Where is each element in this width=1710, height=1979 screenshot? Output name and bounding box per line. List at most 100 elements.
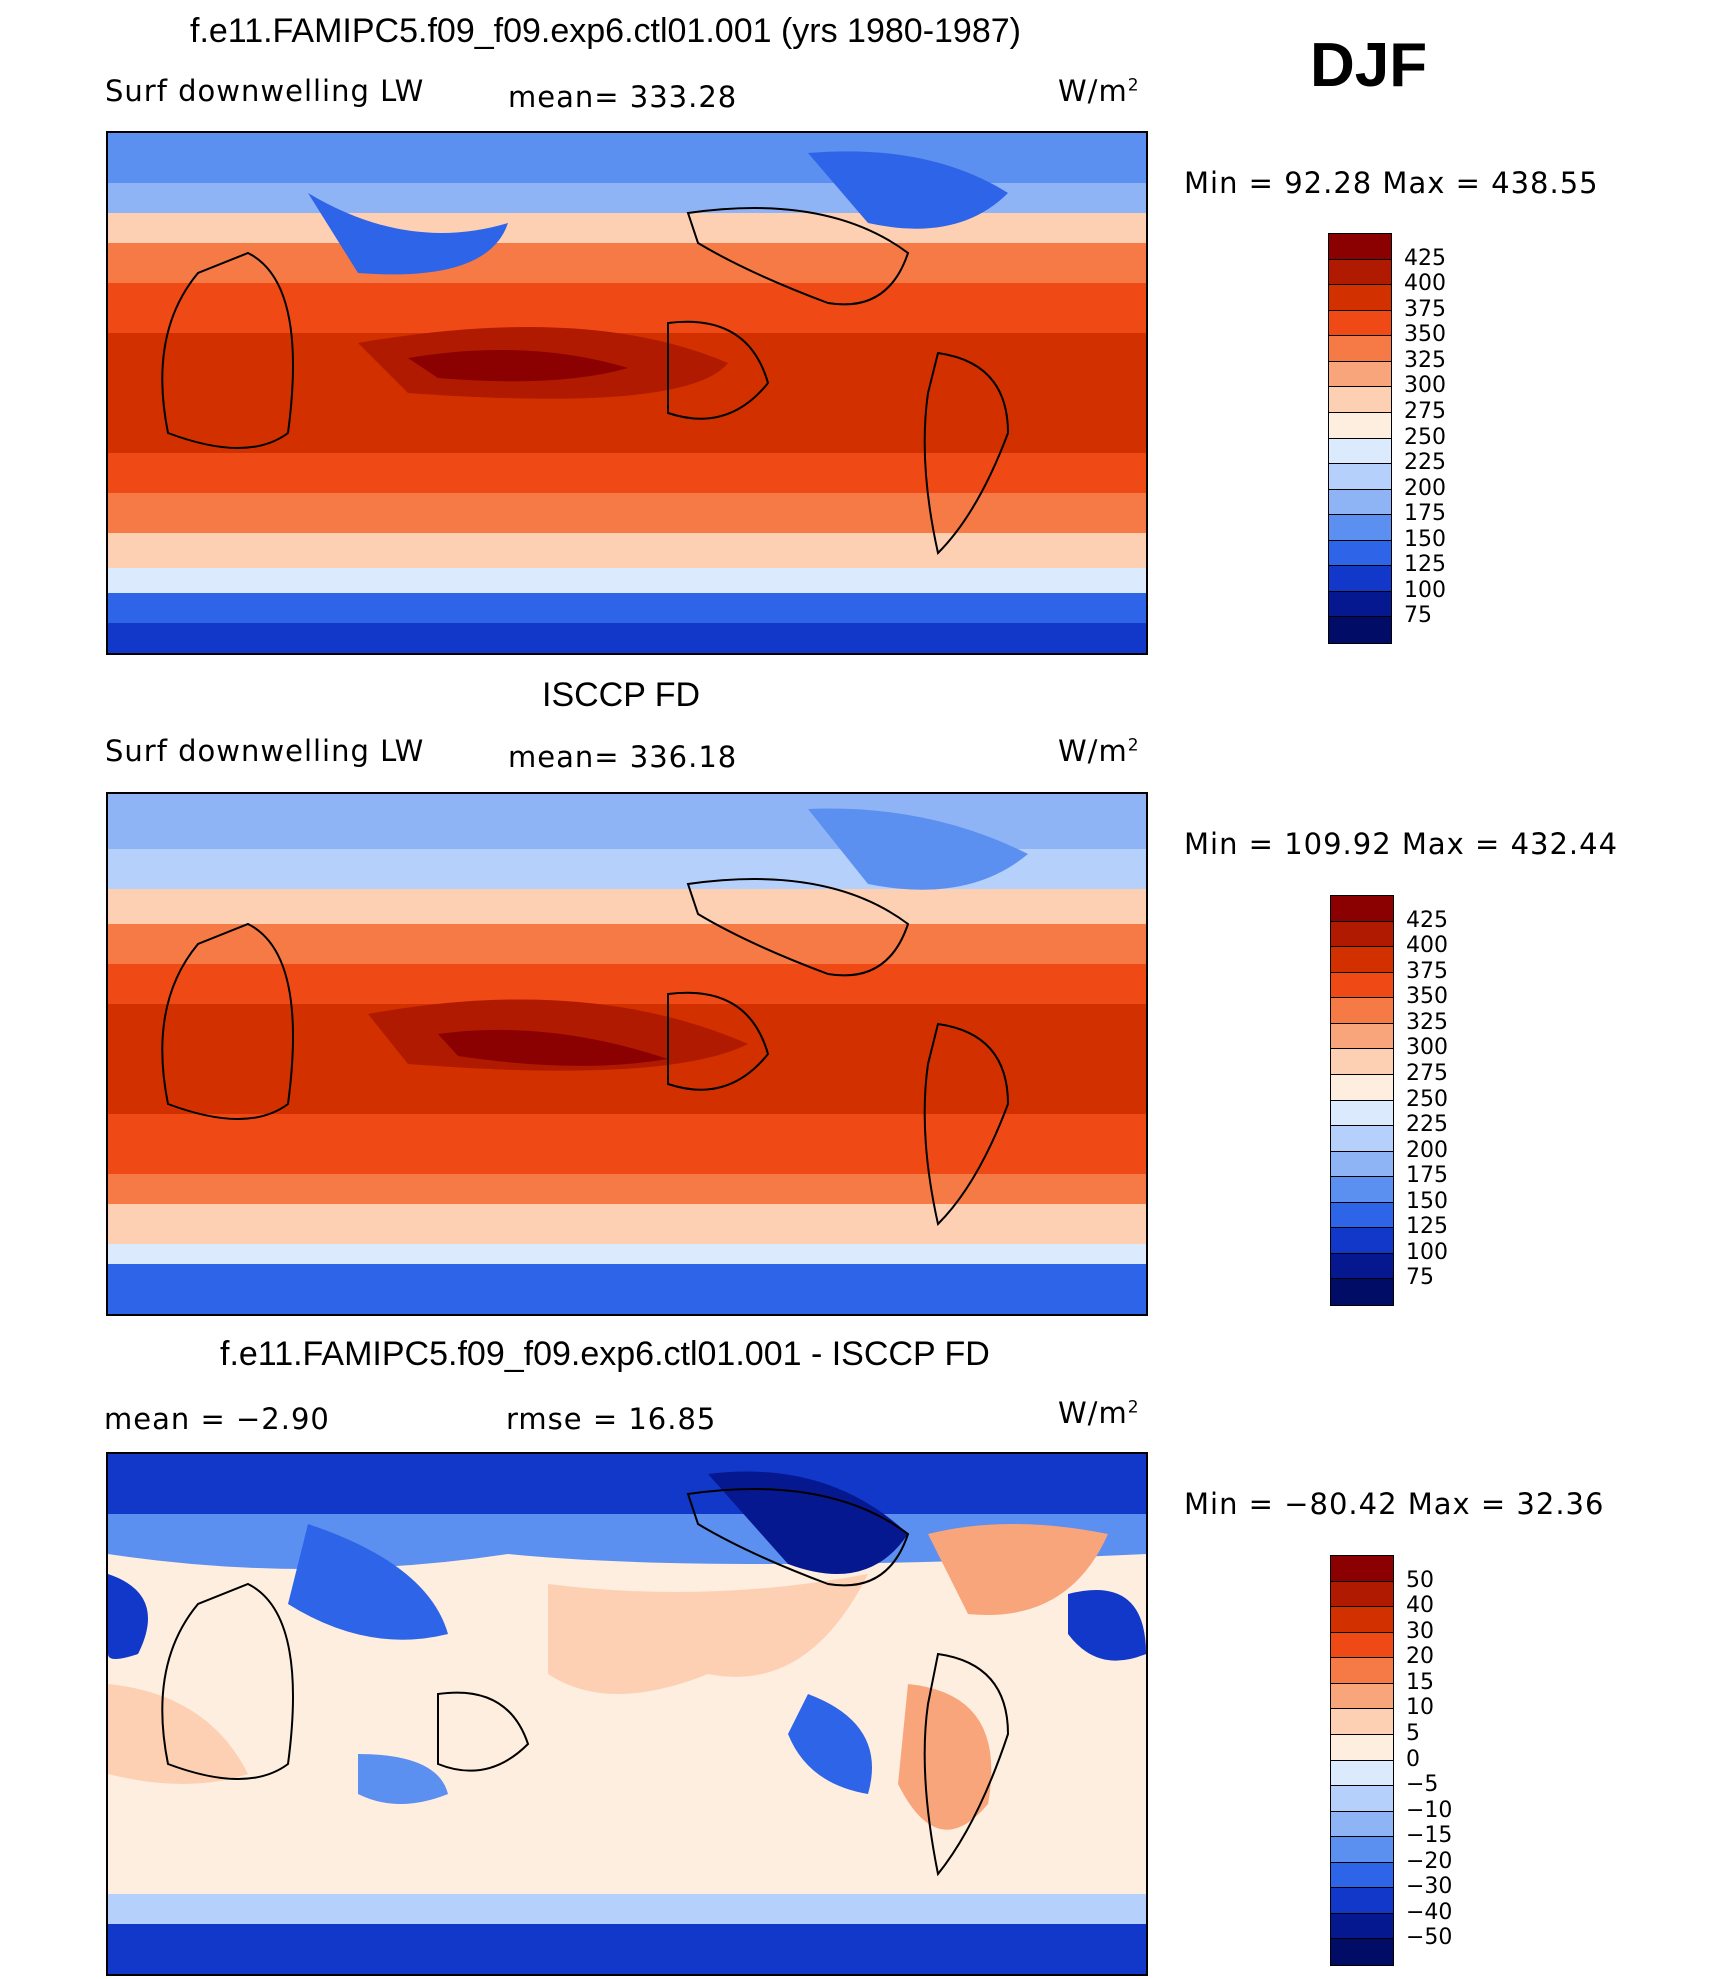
colorbar-swatch: [1331, 1734, 1393, 1761]
colorbar-swatch: [1331, 1811, 1393, 1838]
panel-title: f.e11.FAMIPC5.f09_f09.exp6.ctl01.001 (yr…: [190, 12, 1021, 50]
mean-label: mean= 333.28: [508, 80, 738, 114]
colorbar-swatch: [1331, 1786, 1393, 1812]
colorbar-ticks: 425 400 375 350 325 300 275 250 225 200 175 150 125 1…: [1404, 233, 1484, 644]
colorbar-tick-label: −20: [1406, 1848, 1453, 1874]
colorbar-swatch: [1331, 1862, 1393, 1889]
colorbar-tick-label: 250: [1406, 1086, 1448, 1112]
colorbar-swatch: [1329, 259, 1391, 286]
colorbar-tick-label: −40: [1406, 1899, 1453, 1925]
variable-label: Surf downwelling LW: [105, 74, 425, 108]
range-label: Min = −80.42 Max = 32.36: [1184, 1487, 1605, 1521]
colorbar-swatch: [1329, 438, 1391, 465]
colorbar-swatch: [1331, 1126, 1393, 1152]
colorbar-tick-label: 100: [1406, 1239, 1448, 1265]
colorbar-tick-label: 350: [1406, 984, 1448, 1010]
units-label: W/m2: [1058, 734, 1140, 768]
range-label: Min = 92.28 Max = 438.55: [1184, 166, 1599, 200]
colorbar-swatch: [1331, 1556, 1393, 1582]
colorbar: [1330, 895, 1394, 1306]
colorbar-swatch: [1329, 387, 1391, 413]
colorbar-swatch: [1331, 998, 1393, 1024]
colorbar-swatch: [1331, 1939, 1393, 1965]
colorbar-tick-label: 30: [1406, 1618, 1434, 1644]
panel-title: f.e11.FAMIPC5.f09_f09.exp6.ctl01.001 - I…: [220, 1335, 990, 1373]
colorbar-tick-label: 20: [1406, 1644, 1434, 1670]
colorbar: [1328, 233, 1392, 644]
colorbar-swatch: [1331, 1683, 1393, 1710]
colorbar-tick-label: 250: [1404, 424, 1446, 450]
colorbar-swatch: [1331, 896, 1393, 922]
colorbar-tick-label: 5: [1406, 1720, 1420, 1746]
colorbar-swatch: [1329, 617, 1391, 643]
colorbar-swatch: [1331, 972, 1393, 999]
colorbar-tick-label: 175: [1404, 501, 1446, 527]
mean-label: mean= 336.18: [508, 740, 738, 774]
colorbar-swatch: [1329, 540, 1391, 567]
map-field: [108, 1454, 1146, 1974]
season-label: DJF: [1310, 31, 1428, 100]
colorbar-tick-label: 125: [1404, 552, 1446, 578]
colorbar-tick-label: 10: [1406, 1695, 1434, 1721]
colorbar-swatch: [1329, 361, 1391, 388]
colorbar-tick-label: 375: [1404, 296, 1446, 322]
map-observation: [106, 792, 1148, 1316]
colorbar-swatch: [1331, 1913, 1393, 1940]
colorbar-tick-label: 0: [1406, 1746, 1420, 1772]
colorbar-tick-label: 225: [1404, 450, 1446, 476]
colorbar-swatch: [1329, 464, 1391, 490]
colorbar-tick-label: 75: [1404, 603, 1432, 629]
colorbar-tick-label: 350: [1404, 322, 1446, 348]
colorbar-ticks: 50 40 30 20 15 10 5 0 −5 −10 −15 −20 −30 −40 −50: [1406, 1555, 1486, 1966]
colorbar-swatch: [1329, 489, 1391, 516]
colorbar-tick-label: 300: [1404, 373, 1446, 399]
colorbar-swatch: [1331, 921, 1393, 948]
colorbar-swatch: [1329, 234, 1391, 260]
colorbar-swatch: [1331, 1100, 1393, 1127]
map-field: [108, 133, 1146, 653]
colorbar-swatch: [1331, 1607, 1393, 1633]
colorbar-tick-label: 100: [1404, 577, 1446, 603]
colorbar-swatch: [1331, 1888, 1393, 1914]
colorbar-tick-label: 125: [1406, 1214, 1448, 1240]
colorbar-tick-label: 150: [1404, 526, 1446, 552]
colorbar-swatch: [1329, 412, 1391, 439]
colorbar-swatch: [1329, 515, 1391, 541]
colorbar-swatch: [1331, 1228, 1393, 1254]
colorbar-tick-label: −50: [1406, 1925, 1453, 1951]
colorbar-tick-label: 300: [1406, 1035, 1448, 1061]
units-label: W/m2: [1058, 1396, 1140, 1430]
panel-title: ISCCP FD: [542, 676, 701, 714]
colorbar-swatch: [1331, 1658, 1393, 1684]
colorbar-tick-label: 175: [1406, 1163, 1448, 1189]
colorbar-swatch: [1331, 1760, 1393, 1787]
colorbar-tick-label: 40: [1406, 1593, 1434, 1619]
colorbar-tick-label: 50: [1406, 1567, 1434, 1593]
map-difference: [106, 1452, 1148, 1976]
map-model: [106, 131, 1148, 655]
colorbar-tick-label: 150: [1406, 1188, 1448, 1214]
colorbar-swatch: [1331, 947, 1393, 973]
colorbar-swatch: [1331, 1279, 1393, 1305]
colorbar-swatch: [1331, 1049, 1393, 1075]
colorbar-tick-label: 325: [1406, 1009, 1448, 1035]
colorbar-tick-label: 425: [1406, 907, 1448, 933]
colorbar-tick-label: 225: [1406, 1112, 1448, 1138]
variable-label: Surf downwelling LW: [105, 734, 425, 768]
colorbar-tick-label: −10: [1406, 1797, 1453, 1823]
colorbar-tick-label: −30: [1406, 1874, 1453, 1900]
mean-label: mean = −2.90: [104, 1402, 330, 1436]
colorbar-swatch: [1331, 1709, 1393, 1735]
colorbar-tick-label: −15: [1406, 1823, 1453, 1849]
colorbar-swatch: [1331, 1023, 1393, 1050]
colorbar: [1330, 1555, 1394, 1966]
colorbar-tick-label: 275: [1404, 398, 1446, 424]
range-label: Min = 109.92 Max = 432.44: [1184, 827, 1619, 861]
colorbar-swatch: [1329, 285, 1391, 311]
colorbar-tick-label: 75: [1406, 1265, 1434, 1291]
rmse-label: rmse = 16.85: [506, 1402, 717, 1436]
colorbar-swatch: [1329, 310, 1391, 337]
colorbar-tick-label: 200: [1404, 475, 1446, 501]
colorbar-swatch: [1331, 1151, 1393, 1178]
colorbar-tick-label: 400: [1404, 271, 1446, 297]
